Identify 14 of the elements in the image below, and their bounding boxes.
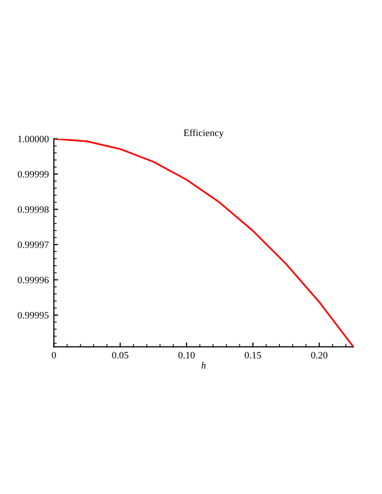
- x-tick-label: 0.20: [311, 352, 328, 359]
- y-tick-label: 0.99998: [18, 206, 49, 213]
- y-tick-label: 0.99997: [18, 241, 49, 248]
- x-tick-label: 0: [52, 352, 56, 358]
- y-tick-label: 0.99999: [18, 170, 49, 178]
- y-tick-label: 0.99995: [18, 312, 49, 319]
- x-axis-title: h: [202, 362, 206, 369]
- x-tick-label: 0.10: [178, 352, 195, 359]
- line-series: [54, 138, 354, 347]
- x-tick-label: 0.05: [112, 352, 128, 359]
- x-tick-label: 0.15: [244, 352, 262, 359]
- y-tick-label: 0.99996: [18, 276, 49, 284]
- chart-title: Efficiency: [184, 129, 224, 138]
- y-tick-label: 1.00000: [18, 136, 49, 142]
